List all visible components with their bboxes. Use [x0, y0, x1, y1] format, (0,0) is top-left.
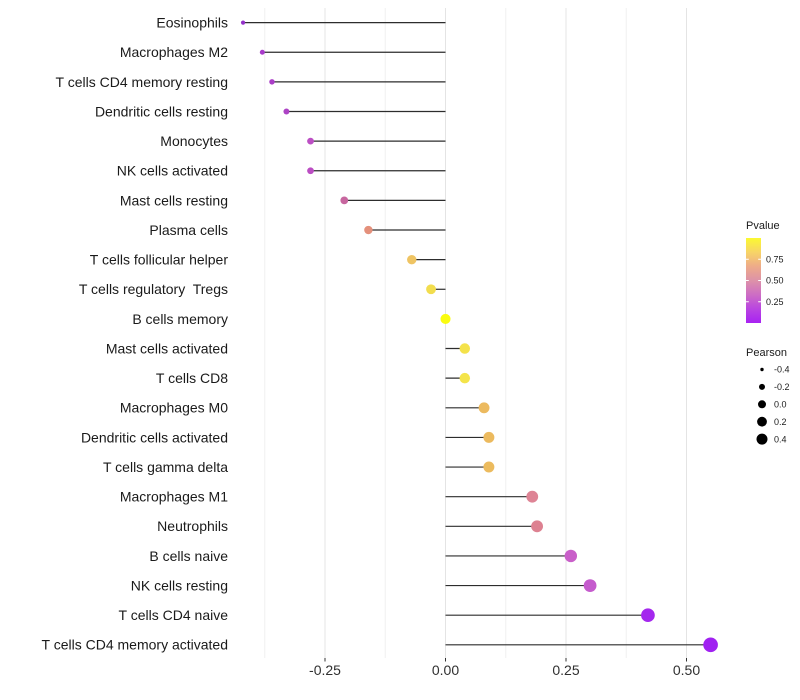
size-legend-dot: [757, 416, 767, 427]
data-point: [483, 461, 495, 473]
pearson-legend-title: Pearson: [746, 347, 787, 359]
data-point: [440, 313, 451, 324]
data-point: [641, 608, 655, 623]
data-point: [269, 79, 275, 85]
lollipop-row: Eosinophils: [156, 15, 446, 31]
x-tick-label: 0.00: [432, 662, 459, 678]
size-legend-label: -0.2: [774, 382, 790, 392]
lollipop-row: Macrophages M2: [120, 44, 446, 60]
size-legend-label: 0.4: [774, 434, 787, 444]
colorbar-tick-label: 0.75: [766, 254, 784, 264]
category-label: Monocytes: [160, 133, 228, 149]
data-point: [259, 49, 265, 55]
category-label: T cells CD4 memory resting: [56, 74, 228, 90]
lollipop-row: T cells CD4 memory activated: [42, 637, 718, 653]
category-label: Macrophages M1: [120, 489, 228, 505]
data-point: [240, 20, 246, 25]
data-point: [307, 137, 314, 145]
category-label: Dendritic cells activated: [81, 429, 228, 445]
category-label: T cells gamma delta: [103, 459, 228, 475]
pvalue-legend-title: Pvalue: [746, 220, 780, 232]
lollipop-row: Dendritic cells resting: [95, 103, 446, 119]
category-label: Eosinophils: [156, 15, 228, 31]
category-label: Plasma cells: [149, 222, 228, 238]
pearson-legend-entries: -0.4 -0.2 0.0 0.2 0.4: [756, 365, 790, 445]
category-label: T cells CD4 memory activated: [42, 637, 228, 653]
category-label: T cells regulatory Tregs: [79, 281, 228, 297]
x-axis: -0.25 0.00 0.25 0.50: [309, 658, 700, 678]
data-point: [364, 225, 373, 235]
pvalue-colorbar-ticks: 0.75 0.50 0.25: [746, 254, 784, 307]
data-point: [583, 579, 597, 592]
size-legend-dot: [759, 383, 765, 390]
pvalue-colorbar: [746, 238, 761, 323]
category-label: Macrophages M0: [120, 400, 228, 416]
lollipop-row: B cells naive: [149, 548, 578, 564]
data-point: [478, 402, 490, 414]
data-point: [283, 108, 290, 115]
lollipop-row: Macrophages M1: [120, 489, 539, 505]
lollipop-row: Mast cells activated: [106, 340, 471, 356]
lollipop-row: Plasma cells: [149, 222, 446, 238]
colorbar-tick-label: 0.50: [766, 276, 784, 286]
size-legend-dot: [758, 400, 766, 409]
lollipop-row: Neutrophils: [157, 518, 544, 534]
size-legend-label: 0.0: [774, 399, 787, 409]
pearson-legend: Pearson -0.4 -0.2 0.0 0.2 0.4: [746, 347, 790, 445]
data-point: [407, 254, 417, 265]
data-point: [526, 490, 539, 503]
category-label: Mast cells resting: [120, 192, 228, 208]
lollipop-row: Monocytes: [160, 133, 446, 149]
category-label: Neutrophils: [157, 518, 228, 534]
lollipop-row: NK cells activated: [117, 163, 446, 179]
category-label: NK cells resting: [131, 577, 228, 593]
category-label: T cells CD4 naive: [119, 607, 229, 623]
data-point: [483, 431, 495, 443]
lollipop-row: T cells follicular helper: [90, 252, 446, 268]
lollipop-row: T cells CD8: [156, 370, 471, 386]
x-tick-label: -0.25: [309, 662, 341, 678]
category-label: NK cells activated: [117, 163, 228, 179]
size-legend-dot: [756, 433, 768, 445]
pvalue-legend: Pvalue 0.75 0.50 0.25: [746, 220, 784, 323]
category-label: T cells CD8: [156, 370, 228, 386]
data-point: [459, 343, 471, 354]
gridlines: [264, 8, 687, 658]
lollipop-row: B cells memory: [132, 311, 451, 327]
lollipop-row: Macrophages M0: [120, 400, 490, 416]
lollipop-row: T cells regulatory Tregs: [79, 281, 446, 297]
data-point: [531, 520, 544, 533]
data-point: [307, 167, 314, 175]
category-label: Macrophages M2: [120, 44, 228, 60]
category-label: Mast cells activated: [106, 340, 228, 356]
size-legend-label: -0.4: [774, 365, 790, 375]
lollipop-row: NK cells resting: [131, 577, 597, 593]
lollipop-row: Mast cells resting: [120, 192, 446, 208]
lollipop-row: Dendritic cells activated: [81, 429, 495, 445]
size-legend-label: 0.2: [774, 417, 787, 427]
size-legend-dot: [760, 367, 764, 372]
category-label: B cells naive: [149, 548, 228, 564]
x-tick-label: 0.25: [552, 662, 579, 678]
lollipop-row: T cells CD4 naive: [119, 607, 655, 623]
data-point: [564, 549, 578, 563]
chart-rows: Eosinophils Macrophages M2 T cells CD4 mem…: [42, 15, 718, 653]
data-point: [703, 637, 718, 653]
data-point: [459, 372, 471, 384]
x-tick-label: 0.50: [673, 662, 700, 678]
category-label: B cells memory: [132, 311, 228, 327]
colorbar-tick-label: 0.25: [766, 297, 784, 307]
data-point: [426, 284, 436, 295]
lollipop-row: T cells gamma delta: [103, 459, 495, 475]
category-label: Dendritic cells resting: [95, 103, 228, 119]
category-label: T cells follicular helper: [90, 252, 229, 268]
lollipop-row: T cells CD4 memory resting: [56, 74, 446, 90]
data-point: [340, 196, 349, 205]
